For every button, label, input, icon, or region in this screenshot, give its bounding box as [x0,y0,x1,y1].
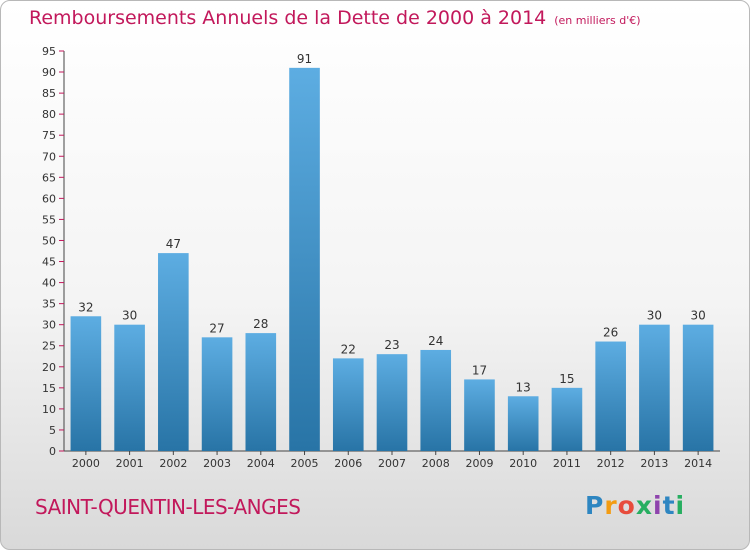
axes: 0 5 10 15 20 25 30 35 40 45 50 55 60 65 70 75 80 85 90 95 20… [42,45,720,470]
bar [245,333,277,451]
commune-name: SAINT-QUENTIN-LES-ANGES [35,495,301,519]
y-tick-label: 35 [42,298,56,311]
x-tick-label: 2013 [640,457,668,470]
bar [376,354,408,451]
y-tick-label: 70 [42,150,56,163]
x-tick-label: 2005 [291,457,319,470]
y-tick-label: 0 [49,445,56,458]
y-tick-label: 65 [42,171,56,184]
bar [70,316,102,451]
bar [289,67,320,451]
bar-value-label: 24 [428,334,443,348]
x-tick-label: 2007 [378,457,406,470]
y-tick-label: 55 [42,213,56,226]
bar-value-label: 47 [166,237,181,251]
logo-letter: P [585,491,605,520]
bar-value-label: 22 [341,342,356,356]
x-tick-label: 2001 [116,457,144,470]
bars: 32 30 47 27 28 91 22 23 24 17 13 15 26 30 30 [70,52,714,451]
bar [682,324,714,451]
x-tick-label: 2003 [203,457,231,470]
y-tick-label: 95 [42,45,56,58]
y-tick-label: 5 [49,424,56,437]
title-text: Remboursements Annuels de la Dette de 20… [29,7,547,29]
y-tick-label: 30 [42,319,56,332]
y-tick-label: 50 [42,234,56,247]
x-tick-label: 2009 [465,457,493,470]
x-tick-label: 2008 [422,457,450,470]
bar [332,358,364,451]
bar [551,387,583,451]
bar [639,324,670,451]
x-tick-label: 2004 [247,457,275,470]
bar [595,341,626,451]
logo-letter: t [662,491,676,520]
y-tick-label: 15 [42,382,56,395]
y-tick-label: 85 [42,87,56,100]
y-tick-label: 80 [42,108,56,121]
bar-value-label: 15 [559,372,574,386]
bar [420,349,452,451]
bar-value-label: 26 [603,326,618,340]
bar [464,379,495,451]
bar [114,324,145,451]
bar [158,253,189,451]
y-tick-label: 40 [42,277,56,290]
bar [507,396,539,451]
y-tick-label: 60 [42,192,56,205]
bar-value-label: 28 [253,317,268,331]
bar-value-label: 30 [690,309,705,323]
x-tick-label: 2002 [159,457,187,470]
bar [201,337,233,451]
proxiti-logo: Proxiti [585,491,685,520]
logo-letter: o [617,491,636,520]
logo-letter: r [604,491,618,520]
y-tick-label: 25 [42,340,56,353]
y-tick-label: 10 [42,403,56,416]
y-tick-label: 90 [42,66,56,79]
x-tick-label: 2014 [684,457,712,470]
x-tick-label: 2010 [509,457,537,470]
chart-title: Remboursements Annuels de la Dette de 20… [29,7,641,29]
bar-value-label: 32 [78,300,93,314]
x-tick-label: 2000 [72,457,100,470]
bar-value-label: 30 [122,309,137,323]
bar-value-label: 13 [516,380,531,394]
bar-value-label: 23 [384,338,399,352]
y-tick-label: 45 [42,256,56,269]
logo-letter: i [653,491,663,520]
x-tick-label: 2012 [597,457,625,470]
bar-value-label: 30 [647,309,662,323]
x-tick-label: 2006 [334,457,362,470]
logo-letter: i [675,491,686,520]
chart-subtitle: (en milliers d'€) [554,14,641,27]
logo-letter: x [635,491,653,520]
x-tick-label: 2011 [553,457,581,470]
bar-value-label: 17 [472,363,487,377]
y-tick-label: 75 [42,129,56,142]
bar-value-label: 27 [209,321,224,335]
bar-value-label: 91 [297,52,312,66]
y-tick-label: 20 [42,361,56,374]
